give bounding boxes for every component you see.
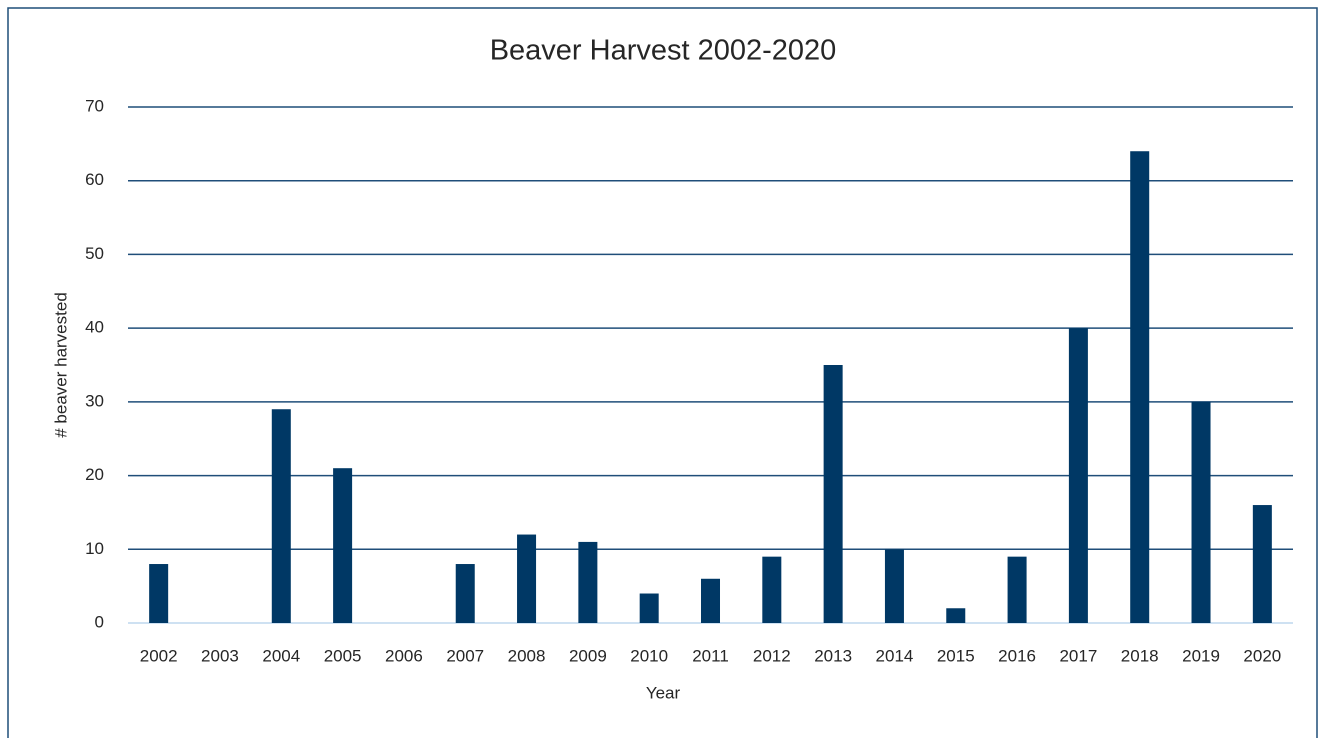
bar [639,593,659,623]
y-axis-label: # beaver harvested [51,292,70,438]
bar [333,468,353,623]
x-tick-label: 2006 [385,646,423,665]
x-tick-label: 2014 [876,646,914,665]
bar [1007,556,1027,623]
bar [884,549,904,623]
x-tick-label: 2007 [446,646,484,665]
x-tick-label: 2018 [1121,646,1159,665]
x-tick-label: 2013 [814,646,852,665]
chart-frame [7,7,1318,738]
x-tick-label: 2005 [324,646,362,665]
x-tick-label: 2010 [630,646,668,665]
y-tick-label: 40 [85,318,104,337]
bar [1130,151,1150,623]
x-tick-label: 2009 [569,646,607,665]
y-tick-label: 70 [85,96,104,115]
chart-title: Beaver Harvest 2002-2020 [490,35,837,67]
y-tick-label: 10 [85,539,104,558]
bar [149,564,169,623]
bar [1252,505,1272,623]
bar [517,534,537,623]
x-tick-label: 2012 [753,646,791,665]
bar [1068,328,1088,623]
x-tick-label: 2016 [998,646,1036,665]
y-tick-label: 30 [85,391,104,410]
bar [946,608,966,623]
y-tick-label: 0 [95,612,104,631]
bar [271,409,291,623]
x-tick-label: 2017 [1059,646,1097,665]
bar [762,556,782,623]
y-tick-label: 60 [85,170,104,189]
y-tick-label: 50 [85,244,104,263]
bar [578,541,598,623]
x-tick-label: 2008 [508,646,546,665]
x-tick-label: 2003 [201,646,239,665]
x-tick-label: 2015 [937,646,975,665]
x-axis-label: Year [646,683,681,702]
bar [823,365,843,623]
x-tick-label: 2011 [692,646,729,665]
bar [1191,401,1211,623]
x-tick-label: 2019 [1182,646,1220,665]
x-tick-label: 2002 [140,646,178,665]
y-tick-label: 20 [85,465,104,484]
x-tick-label: 2020 [1243,646,1281,665]
x-tick-label: 2004 [262,646,300,665]
bar [700,578,721,623]
bar [455,564,475,623]
